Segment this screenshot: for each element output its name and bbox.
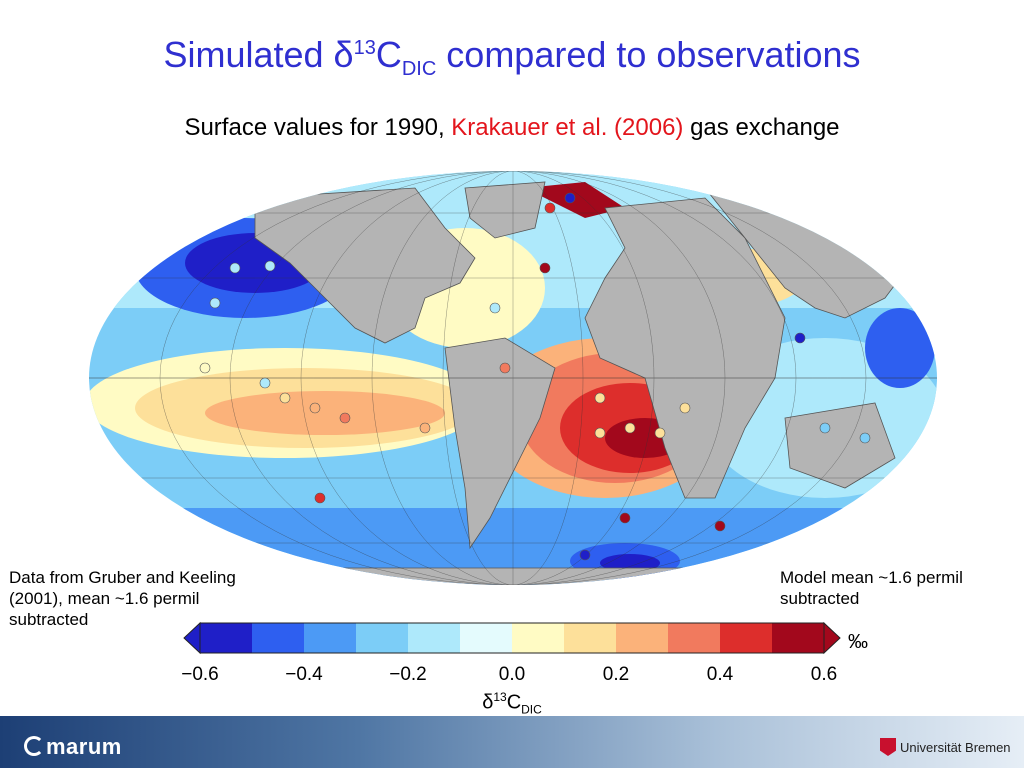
obs-point bbox=[279, 392, 291, 404]
university-bremen-logo: Universität Bremen bbox=[880, 738, 1011, 756]
obs-point bbox=[619, 512, 631, 524]
obs-point bbox=[679, 402, 691, 414]
colorbar-tick-label: 0.2 bbox=[603, 664, 629, 685]
obs-point bbox=[264, 260, 276, 272]
obs-point bbox=[259, 377, 271, 389]
obs-point bbox=[419, 422, 431, 434]
obs-point bbox=[314, 492, 326, 504]
colorbar-swatch bbox=[460, 623, 513, 653]
obs-point bbox=[714, 520, 726, 532]
colorbar-swatch bbox=[668, 623, 721, 653]
obs-point bbox=[539, 262, 551, 274]
model-mean-note: Model mean ~1.6 permil subtracted bbox=[780, 568, 963, 608]
observation-points bbox=[199, 192, 871, 561]
colorbar-title: δ13CDIC bbox=[482, 690, 542, 717]
obs-point bbox=[544, 202, 556, 214]
slide-subtitle: Surface values for 1990, Krakauer et al.… bbox=[184, 114, 840, 141]
obs-point bbox=[594, 392, 606, 404]
obs-point bbox=[199, 362, 211, 374]
south-america bbox=[444, 337, 556, 550]
colorbar-arrow-right bbox=[823, 621, 841, 655]
map-graticule bbox=[89, 171, 937, 585]
footer-bar: marum Universität Bremen bbox=[0, 716, 1024, 768]
colorbar-swatch bbox=[252, 623, 305, 653]
marum-swirl-icon bbox=[24, 736, 44, 756]
obs-point bbox=[229, 262, 241, 274]
obs-point bbox=[564, 192, 576, 204]
colorbar-swatch bbox=[304, 623, 357, 653]
colorbar: ‰ −0.6 −0.4 −0.2 0.0 0.2 0.4 0.6 bbox=[181, 621, 868, 685]
university-seal-icon bbox=[880, 738, 896, 756]
australia bbox=[784, 402, 896, 489]
obs-point bbox=[209, 297, 221, 309]
colorbar-tick-label: −0.4 bbox=[285, 664, 323, 685]
obs-point bbox=[819, 422, 831, 434]
colorbar-swatch bbox=[408, 623, 461, 653]
colorbar-swatch bbox=[200, 623, 253, 653]
colorbar-swatch bbox=[512, 623, 565, 653]
colorbar-swatch bbox=[564, 623, 617, 653]
obs-point bbox=[594, 427, 606, 439]
obs-point bbox=[859, 432, 871, 444]
ocean-map bbox=[89, 171, 937, 585]
colorbar-arrow-left bbox=[183, 621, 201, 655]
obs-point bbox=[624, 422, 636, 434]
africa-europe bbox=[584, 197, 786, 499]
obs-point bbox=[654, 427, 666, 439]
colorbar-swatch bbox=[772, 623, 825, 653]
reference-link: Krakauer et al. (2006) bbox=[451, 114, 684, 141]
marum-logo: marum bbox=[24, 734, 122, 760]
observation-data-note: Data from Gruber and Keeling (2001), mea… bbox=[9, 568, 236, 629]
colorbar-swatch bbox=[616, 623, 669, 653]
obs-point bbox=[794, 332, 806, 344]
colorbar-tick-label: 0.4 bbox=[707, 664, 734, 685]
obs-point bbox=[339, 412, 351, 424]
obs-point bbox=[489, 302, 501, 314]
colorbar-tick-label: −0.6 bbox=[181, 664, 219, 685]
obs-point bbox=[499, 362, 511, 374]
slide-title: Simulated δ13CDIC compared to observatio… bbox=[163, 34, 861, 81]
colorbar-tick-label: 0.0 bbox=[499, 664, 525, 685]
colorbar-tick-label: 0.6 bbox=[811, 664, 837, 685]
north-america bbox=[254, 187, 476, 344]
obs-point bbox=[309, 402, 321, 414]
colorbar-swatch bbox=[356, 623, 409, 653]
colorbar-swatch bbox=[720, 623, 773, 653]
colorbar-tick-label: −0.2 bbox=[389, 664, 427, 685]
obs-point bbox=[579, 549, 591, 561]
colorbar-unit: ‰ bbox=[848, 631, 868, 653]
